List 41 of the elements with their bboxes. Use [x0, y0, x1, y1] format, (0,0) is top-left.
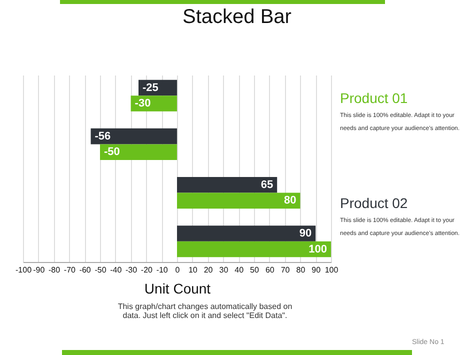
x-tick-label: 40	[234, 266, 244, 274]
data-label: -50	[104, 146, 120, 158]
bar	[177, 241, 331, 258]
x-tick-label: 30	[219, 266, 229, 274]
x-tick-label: -100	[15, 266, 32, 274]
data-label: -30	[134, 98, 151, 110]
data-label: 65	[260, 178, 274, 191]
x-tick-label: 0	[175, 266, 180, 274]
bar	[90, 128, 177, 144]
x-tick-label: -10	[156, 266, 168, 274]
x-tick-label: -90	[33, 266, 46, 274]
bar	[177, 177, 278, 193]
x-tick-label: -40	[110, 266, 122, 274]
x-tick-label: 20	[204, 266, 214, 274]
chart-title: Stacked Bar	[182, 6, 292, 29]
x-axis-title: Unit Count	[144, 280, 211, 296]
bar	[100, 144, 177, 160]
data-label: -25	[142, 82, 158, 94]
x-tick-label: 50	[250, 266, 260, 274]
data-label: -56	[94, 130, 111, 142]
x-tick-label: -30	[126, 266, 138, 274]
data-label: 100	[308, 243, 327, 256]
x-tick-label: 80	[296, 266, 306, 274]
x-tick-label: -50	[94, 266, 107, 274]
x-tick-label: -60	[79, 266, 92, 274]
text: Product 01	[340, 90, 408, 106]
bar	[130, 96, 177, 112]
x-tick-label: 10	[188, 266, 198, 274]
x-tick-label: 70	[280, 266, 290, 274]
x-tick-label: 100	[324, 266, 339, 274]
text: Product 02	[340, 195, 408, 211]
data-label: 90	[299, 227, 312, 240]
text: This graph/chart changes automatically based on data. Just left click on it and select "Edit Data".	[116, 302, 294, 320]
x-tick-label: -20	[140, 266, 154, 274]
x-tick-label: 60	[265, 266, 275, 274]
data-label: 80	[284, 194, 296, 207]
bar	[177, 192, 300, 209]
bar	[177, 226, 316, 242]
x-tick-label: -70	[64, 266, 76, 274]
x-tick-label: -80	[48, 266, 61, 274]
x-tick-label: 90	[312, 266, 322, 274]
